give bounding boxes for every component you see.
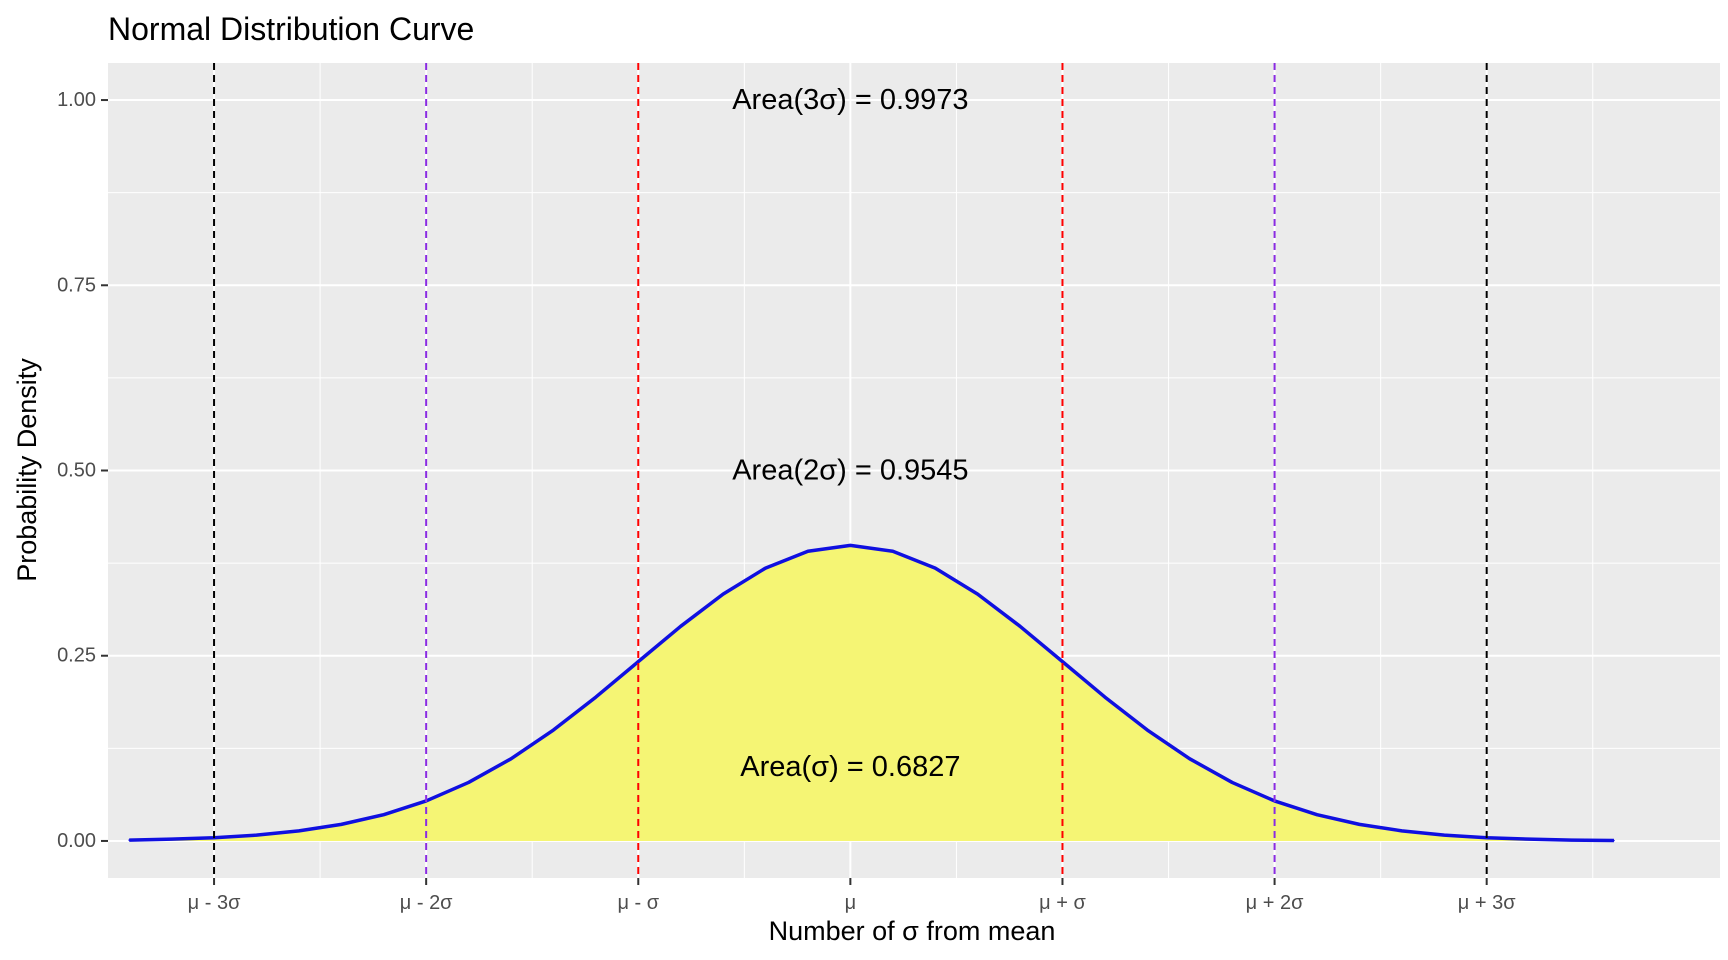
density-point: [467, 781, 470, 784]
density-point: [1443, 834, 1446, 836]
density-point: [1019, 625, 1021, 628]
axes: μ - 3σ μ - 2σ μ - σ μ μ + σ μ + 2σ μ + 3σ 0.00 0…: [57, 89, 1516, 914]
density-point: [807, 550, 809, 553]
density-point: [255, 834, 258, 836]
density-point: [552, 729, 555, 731]
density-point: [849, 544, 852, 547]
density-point: [1231, 781, 1233, 784]
density-point: [382, 813, 385, 816]
y-tick-label: 0.25: [57, 645, 96, 667]
density-curve: [129, 543, 1614, 843]
density-point: [128, 839, 131, 841]
density-point: [1104, 696, 1106, 698]
density-point: [595, 696, 597, 698]
density-point: [1316, 813, 1318, 816]
density-point: [1528, 838, 1530, 840]
density-point: [934, 567, 937, 569]
y-axis-title: Probability Density: [12, 358, 42, 582]
sigma-lines: [213, 63, 1488, 878]
area-annotation: Area(3σ) = 0.9973: [732, 84, 968, 116]
density-point: [1188, 757, 1191, 760]
x-tick-label: μ: [845, 892, 857, 914]
density-point: [1401, 830, 1403, 832]
x-tick-label: μ - 2σ: [400, 892, 453, 914]
density-point: [764, 567, 767, 569]
x-tick-label: μ - 3σ: [188, 892, 241, 914]
density-area: [128, 543, 1615, 843]
density-point: [722, 593, 724, 595]
area-annotation: Area(σ) = 0.6827: [740, 751, 960, 783]
x-tick-label: μ + 2σ: [1246, 892, 1304, 914]
density-point: [1146, 729, 1149, 731]
density-point: [976, 593, 979, 595]
y-tick-label: 0.50: [57, 460, 96, 482]
density-point: [637, 660, 640, 663]
y-tick-label: 0.00: [57, 830, 96, 852]
density-point: [510, 757, 512, 760]
chart-title: Normal Distribution Curve: [108, 11, 474, 47]
area-annotation: Area(2σ) = 0.9545: [732, 455, 968, 487]
y-tick-label: 1.00: [57, 89, 96, 111]
density-point: [170, 838, 173, 840]
density-point: [298, 830, 300, 832]
density-point: [1570, 839, 1573, 841]
density-fill: [129, 545, 1614, 841]
x-tick-label: μ + σ: [1039, 892, 1086, 914]
x-tick-label: μ - σ: [617, 892, 659, 914]
density-point: [679, 625, 682, 628]
density-point: [891, 550, 894, 553]
y-tick-label: 0.75: [57, 274, 96, 296]
density-point: [1061, 660, 1064, 663]
area-annotations: Area(3σ) = 0.9973 Area(2σ) = 0.9545 Area(σ…: [732, 84, 968, 783]
x-axis-title: Number of σ from mean: [769, 916, 1056, 946]
density-point: [340, 823, 343, 826]
density-point: [1613, 839, 1615, 842]
x-tick-label: μ + 3σ: [1458, 892, 1516, 914]
density-point: [1358, 823, 1361, 826]
